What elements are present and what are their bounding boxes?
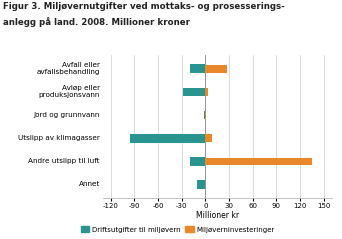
Bar [205,88,208,96]
Bar [189,65,205,73]
Bar [204,111,205,120]
Bar [130,134,205,143]
Bar [197,180,205,189]
Legend: Driftsutgifter til miljøvern, Miljøverninvesteringer: Driftsutgifter til miljøvern, Miljøverni… [78,224,278,235]
Bar [189,157,205,166]
X-axis label: Millioner kr: Millioner kr [196,211,239,220]
Bar [205,135,212,142]
Bar [205,65,227,73]
Bar [205,111,206,119]
Text: anlegg på land. 2008. Millioner kroner: anlegg på land. 2008. Millioner kroner [3,17,190,27]
Bar [183,87,205,96]
Bar [205,158,312,165]
Text: Figur 3. Miljøvernutgifter ved mottaks- og prosesserings-: Figur 3. Miljøvernutgifter ved mottaks- … [3,2,285,11]
